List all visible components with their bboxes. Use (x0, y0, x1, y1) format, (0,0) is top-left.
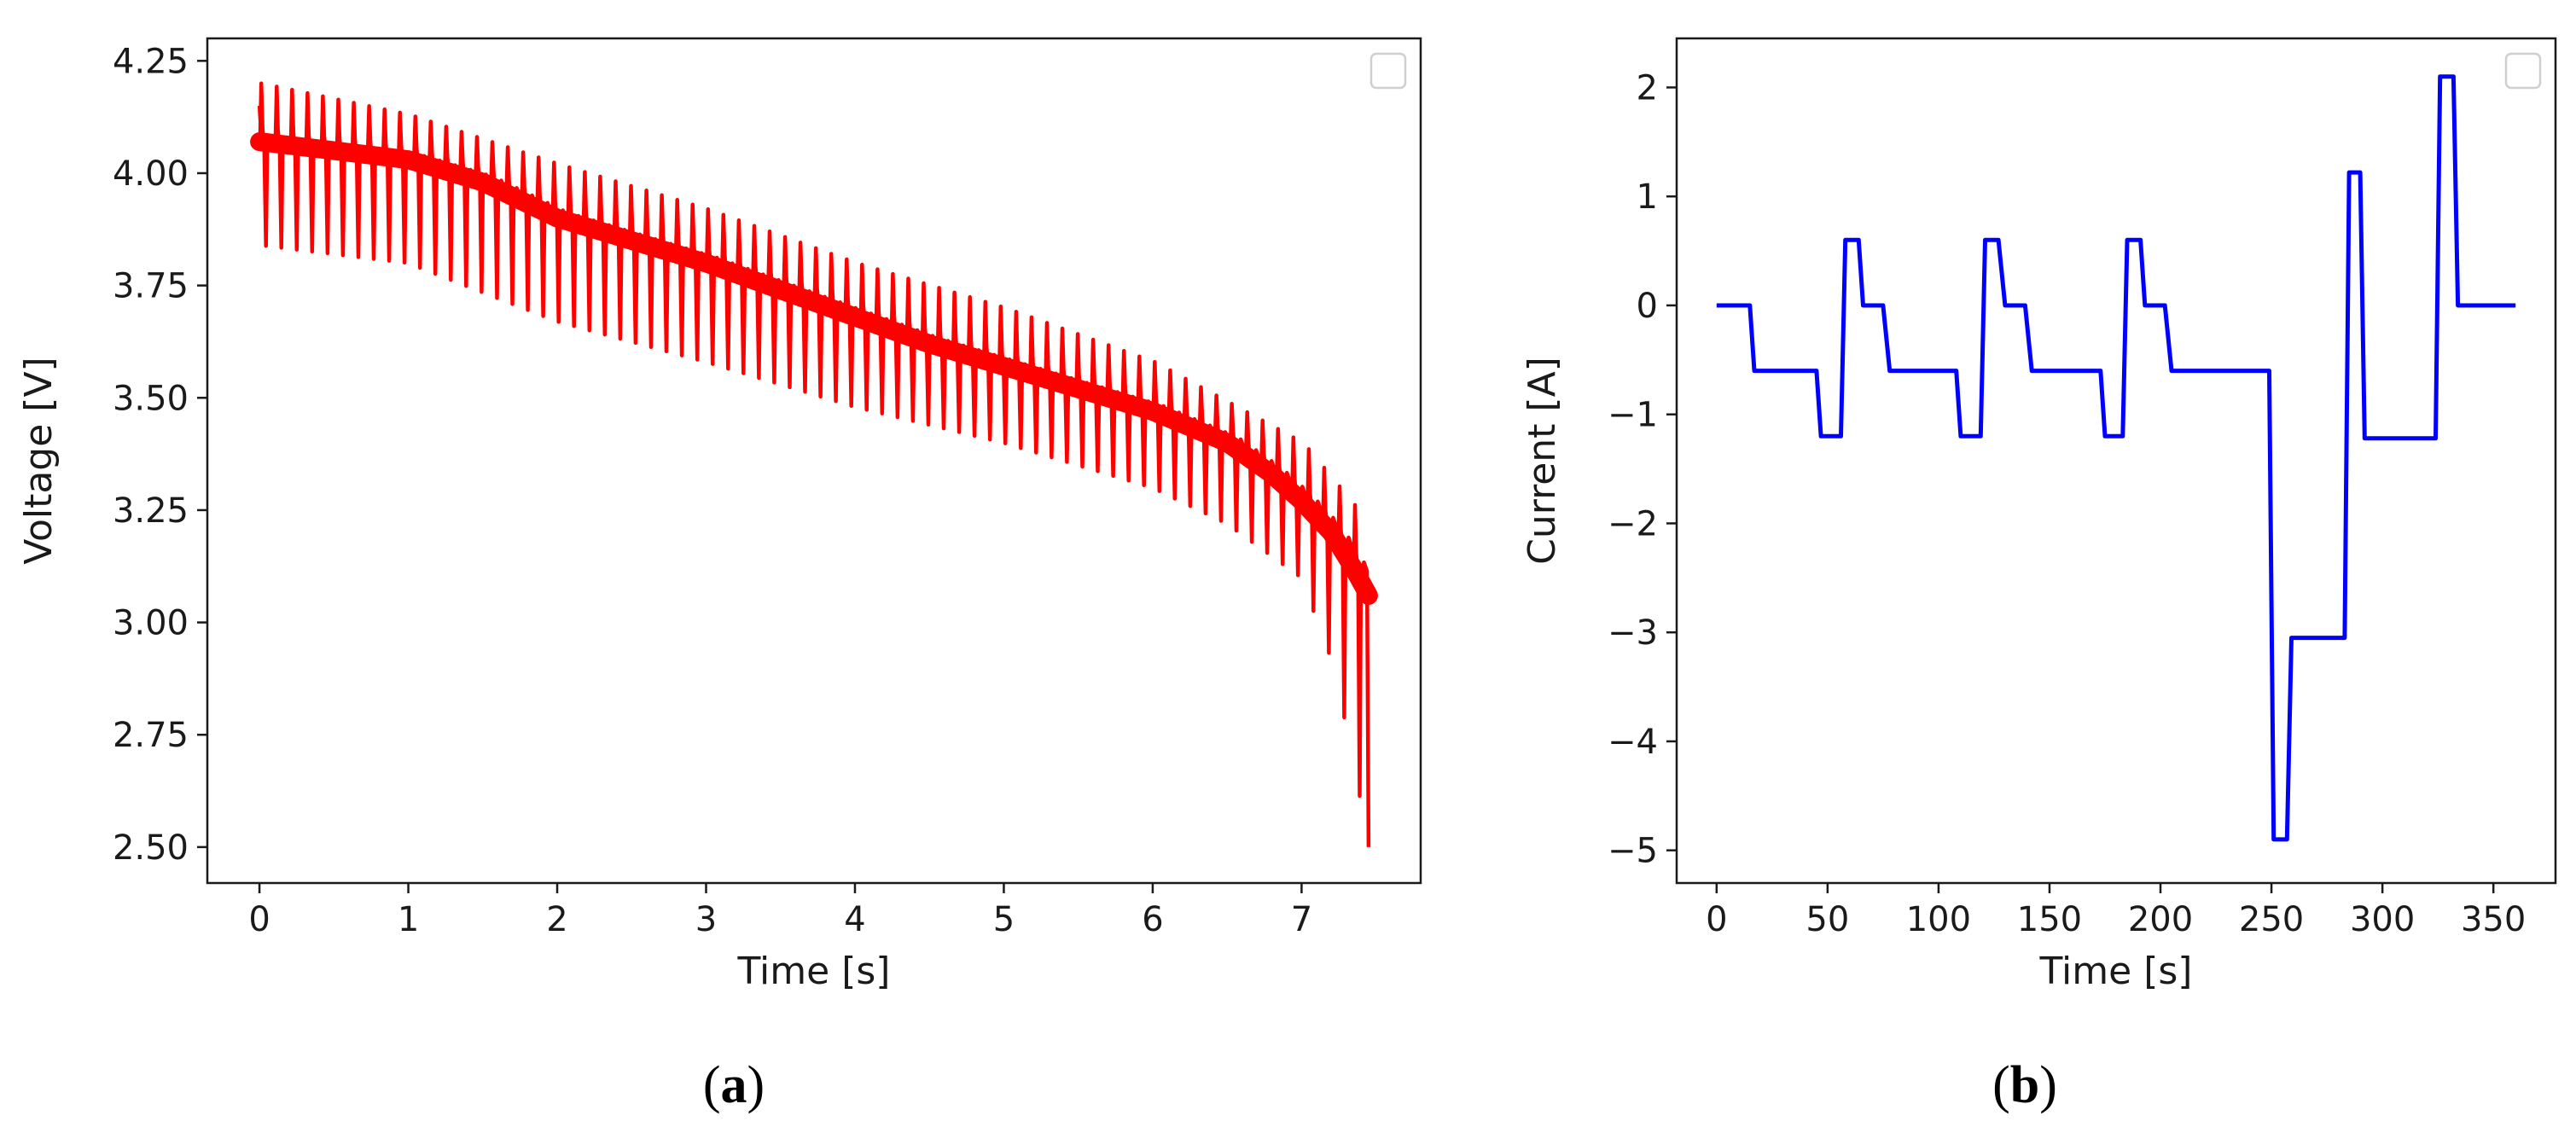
x-tick-label: 1 (398, 900, 419, 939)
y-tick-label: −4 (1608, 723, 1658, 762)
voltage-axes-frame (206, 37, 1422, 885)
panel-label-a: (a) (703, 1056, 765, 1114)
x-tick-label: 5 (993, 900, 1015, 939)
x-tick-label: 350 (2461, 900, 2526, 939)
x-tick-label: 2 (546, 900, 567, 939)
x-tick-label: 3 (695, 900, 717, 939)
current-x-axis-label: Time [s] (2039, 950, 2193, 993)
current-y-ticks: −5 −4 −3 −2 −1 0 1 2 (1608, 68, 1677, 871)
current-axes-frame (1675, 37, 2557, 885)
y-tick-label: −3 (1608, 613, 1658, 653)
x-tick-label: 150 (2017, 900, 2082, 939)
x-tick-label: 250 (2239, 900, 2304, 939)
x-tick-label: 0 (1706, 900, 1727, 939)
current-x-ticks: 0 50 100 150 200 250 300 350 (1706, 883, 2526, 939)
x-tick-label: 100 (1906, 900, 1971, 939)
x-tick-label: 50 (1806, 900, 1849, 939)
y-tick-label: 2.50 (113, 828, 189, 868)
y-tick-label: −5 (1608, 832, 1658, 871)
current-plot-area (1677, 38, 2556, 883)
y-tick-label: 2 (1637, 68, 1658, 107)
voltage-legend (1369, 52, 1407, 90)
x-tick-label: 6 (1142, 900, 1163, 939)
y-tick-label: 4.00 (113, 154, 189, 194)
x-tick-label: 200 (2128, 900, 2193, 939)
y-tick-label: 1 (1637, 177, 1658, 217)
voltage-x-axis-label: Time [s] (737, 950, 891, 993)
voltage-chart: 0 1 2 3 4 5 6 7 2.50 2.75 3.00 3.25 3.50 3.75 4.00 4.2… (17, 37, 1422, 1114)
x-tick-label: 0 (248, 900, 270, 939)
y-tick-label: 4.25 (113, 42, 189, 81)
y-tick-label: −2 (1608, 504, 1658, 543)
y-tick-label: 3.00 (113, 604, 189, 643)
voltage-x-ticks: 0 1 2 3 4 5 6 7 (248, 883, 1312, 939)
voltage-series (250, 81, 1378, 847)
current-y-axis-label: Current [A] (1521, 357, 1564, 565)
x-tick-label: 300 (2350, 900, 2415, 939)
current-chart: 0 50 100 150 200 250 300 350 −5 −4 −3 −2 −1 0 1 2 Time… (1521, 37, 2557, 1114)
voltage-y-axis-label: Voltage [V] (17, 357, 61, 564)
x-tick-label: 4 (844, 900, 865, 939)
current-legend (2504, 52, 2542, 90)
y-tick-label: 3.75 (113, 267, 189, 306)
y-tick-label: −1 (1608, 396, 1658, 435)
current-line (1716, 74, 2516, 842)
y-tick-label: 2.75 (113, 716, 189, 755)
y-tick-label: 0 (1637, 287, 1658, 326)
panel-label-b: (b) (1992, 1056, 2057, 1114)
y-tick-label: 3.50 (113, 379, 189, 418)
current-series (1716, 74, 2516, 842)
x-tick-label: 7 (1291, 900, 1312, 939)
voltage-y-ticks: 2.50 2.75 3.00 3.25 3.50 3.75 4.00 4.25 (113, 42, 207, 868)
y-tick-label: 3.25 (113, 491, 189, 531)
voltage-baseline-band (250, 132, 1378, 605)
